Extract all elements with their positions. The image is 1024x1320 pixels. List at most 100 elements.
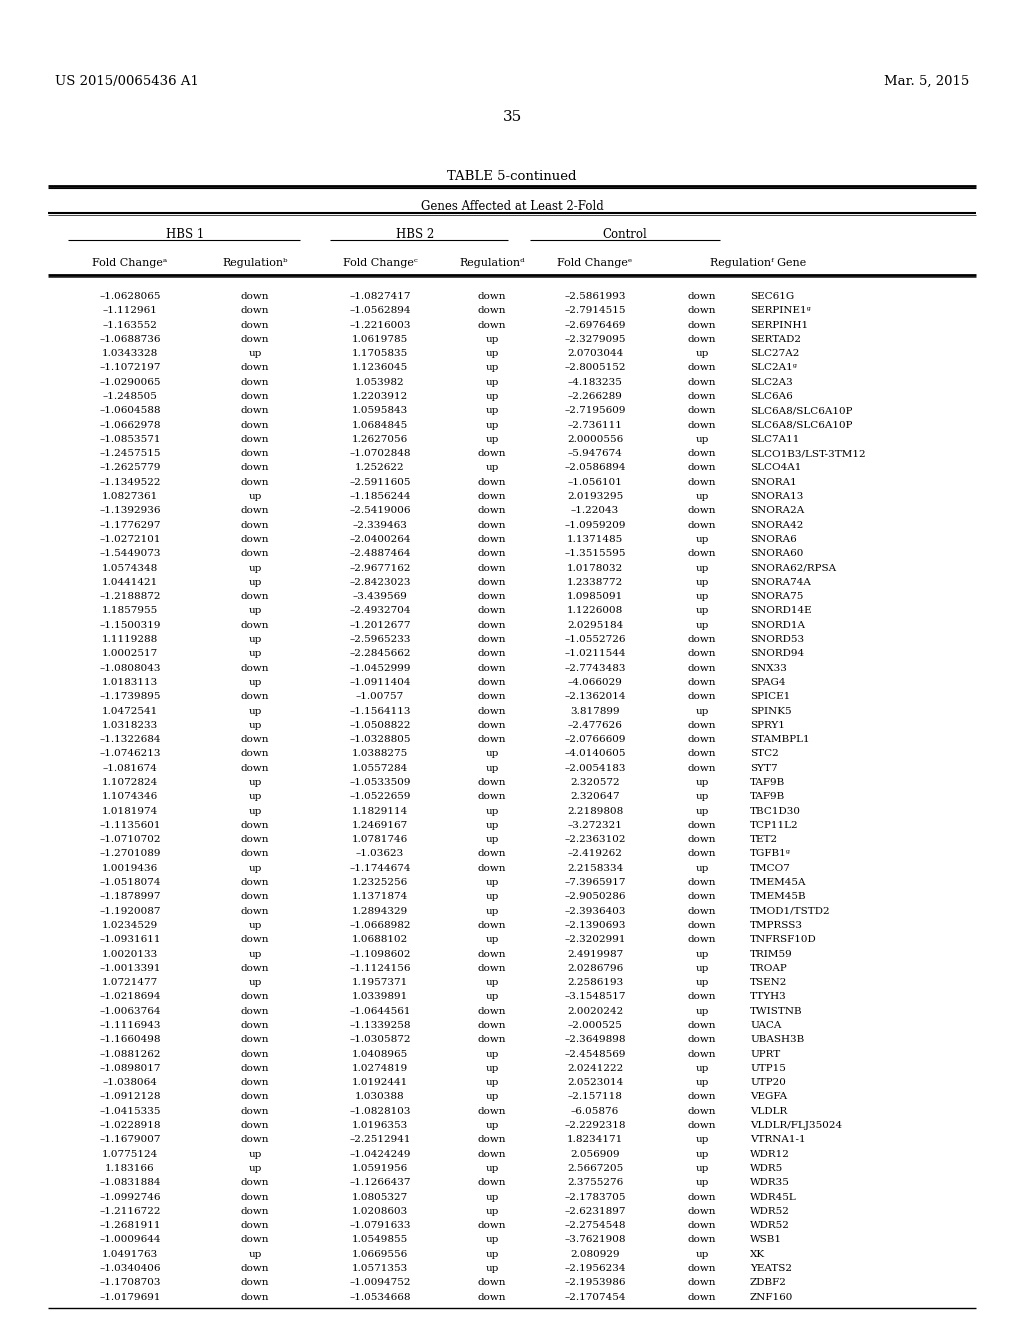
Text: –2.7743483: –2.7743483	[564, 664, 626, 673]
Text: 2.0523014: 2.0523014	[567, 1078, 624, 1088]
Text: ZDBF2: ZDBF2	[750, 1278, 786, 1287]
Text: –2.2754548: –2.2754548	[564, 1221, 626, 1230]
Text: up: up	[485, 750, 499, 759]
Text: up: up	[485, 993, 499, 1002]
Text: WDR35: WDR35	[750, 1179, 790, 1187]
Text: SLC2A3: SLC2A3	[750, 378, 793, 387]
Text: –1.1098602: –1.1098602	[349, 949, 411, 958]
Text: –1.1708703: –1.1708703	[99, 1278, 161, 1287]
Text: 2.2158334: 2.2158334	[567, 863, 624, 873]
Text: –3.1548517: –3.1548517	[564, 993, 626, 1002]
Text: 1.0781746: 1.0781746	[352, 836, 409, 845]
Text: down: down	[478, 721, 506, 730]
Text: up: up	[485, 348, 499, 358]
Text: 2.0703044: 2.0703044	[567, 348, 624, 358]
Text: up: up	[248, 348, 262, 358]
Text: TNFRSF10D: TNFRSF10D	[750, 936, 817, 944]
Text: up: up	[695, 620, 709, 630]
Text: TSEN2: TSEN2	[750, 978, 787, 987]
Text: –2.8423023: –2.8423023	[349, 578, 411, 587]
Text: 2.0295184: 2.0295184	[567, 620, 624, 630]
Text: down: down	[688, 1035, 716, 1044]
Text: down: down	[241, 535, 269, 544]
Text: down: down	[241, 664, 269, 673]
Text: SNORD14E: SNORD14E	[750, 606, 812, 615]
Text: –2.477626: –2.477626	[567, 721, 623, 730]
Text: –1.0424249: –1.0424249	[349, 1150, 411, 1159]
Text: 1.0388275: 1.0388275	[352, 750, 409, 759]
Text: down: down	[241, 1292, 269, 1302]
Text: –2.3936403: –2.3936403	[564, 907, 626, 916]
Text: up: up	[695, 1150, 709, 1159]
Text: 35: 35	[503, 110, 521, 124]
Text: down: down	[478, 949, 506, 958]
Text: –2.0766609: –2.0766609	[564, 735, 626, 744]
Text: up: up	[695, 1164, 709, 1173]
Text: 1.0339891: 1.0339891	[352, 993, 409, 1002]
Text: up: up	[248, 492, 262, 502]
Text: down: down	[241, 321, 269, 330]
Text: TMEM45A: TMEM45A	[750, 878, 807, 887]
Text: down: down	[688, 520, 716, 529]
Text: down: down	[241, 1221, 269, 1230]
Text: WDR52: WDR52	[750, 1206, 790, 1216]
Text: down: down	[478, 321, 506, 330]
Text: down: down	[688, 735, 716, 744]
Text: SEC61G: SEC61G	[750, 292, 795, 301]
Text: down: down	[241, 850, 269, 858]
Text: down: down	[478, 292, 506, 301]
Text: down: down	[478, 777, 506, 787]
Text: down: down	[478, 921, 506, 931]
Text: 1.0827361: 1.0827361	[101, 492, 158, 502]
Text: up: up	[485, 821, 499, 830]
Text: up: up	[248, 706, 262, 715]
Text: –1.0534668: –1.0534668	[349, 1292, 411, 1302]
Text: STAMBPL1: STAMBPL1	[750, 735, 810, 744]
Text: WDR12: WDR12	[750, 1150, 790, 1159]
Text: –1.0562894: –1.0562894	[349, 306, 411, 315]
Text: –5.947674: –5.947674	[567, 449, 623, 458]
Text: down: down	[241, 821, 269, 830]
Text: –2.2292318: –2.2292318	[564, 1121, 626, 1130]
Text: up: up	[485, 1064, 499, 1073]
Text: –1.0228918: –1.0228918	[99, 1121, 161, 1130]
Text: up: up	[248, 606, 262, 615]
Text: down: down	[478, 606, 506, 615]
Text: SERTAD2: SERTAD2	[750, 335, 801, 343]
Text: –1.1135601: –1.1135601	[99, 821, 161, 830]
Text: TMOD1/TSTD2: TMOD1/TSTD2	[750, 907, 830, 916]
Text: down: down	[241, 936, 269, 944]
Text: up: up	[695, 807, 709, 816]
Text: up: up	[695, 1064, 709, 1073]
Text: 1.0805327: 1.0805327	[352, 1192, 409, 1201]
Text: 2.0020242: 2.0020242	[567, 1007, 624, 1015]
Text: up: up	[485, 1078, 499, 1088]
Text: SPICE1: SPICE1	[750, 692, 791, 701]
Text: –1.0831884: –1.0831884	[99, 1179, 161, 1187]
Text: 1.1829114: 1.1829114	[352, 807, 409, 816]
Text: 1.0318233: 1.0318233	[101, 721, 158, 730]
Text: SNORA74A: SNORA74A	[750, 578, 811, 587]
Text: up: up	[485, 836, 499, 845]
Text: –1.00757: –1.00757	[356, 692, 404, 701]
Text: down: down	[478, 549, 506, 558]
Text: 2.320647: 2.320647	[570, 792, 620, 801]
Text: –1.163552: –1.163552	[102, 321, 158, 330]
Text: SLC6A6: SLC6A6	[750, 392, 793, 401]
Text: 1.0196353: 1.0196353	[352, 1121, 409, 1130]
Text: up: up	[485, 936, 499, 944]
Text: up: up	[485, 1250, 499, 1259]
Text: –1.0668982: –1.0668982	[349, 921, 411, 931]
Text: up: up	[695, 593, 709, 601]
Text: 1.0234529: 1.0234529	[101, 921, 158, 931]
Text: SERPINH1: SERPINH1	[750, 321, 808, 330]
Text: WSB1: WSB1	[750, 1236, 782, 1245]
Text: HBS 1: HBS 1	[166, 228, 204, 242]
Text: –1.1116943: –1.1116943	[99, 1020, 161, 1030]
Text: –1.0533509: –1.0533509	[349, 777, 411, 787]
Text: 2.2189808: 2.2189808	[567, 807, 624, 816]
Text: down: down	[241, 620, 269, 630]
Text: SNORA2A: SNORA2A	[750, 507, 804, 515]
Text: –1.248505: –1.248505	[102, 392, 158, 401]
Text: –2.1707454: –2.1707454	[564, 1292, 626, 1302]
